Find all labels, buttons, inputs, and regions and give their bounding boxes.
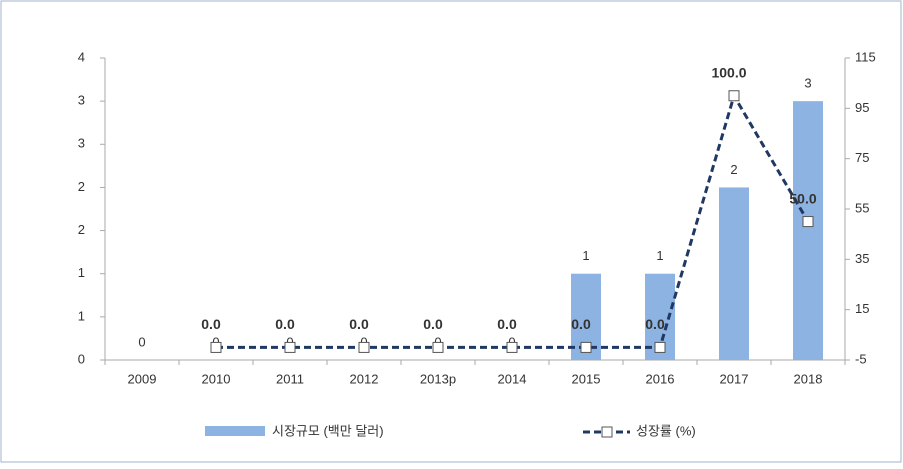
y-tick-label: 1 [78, 265, 85, 280]
legend-marker [601, 426, 613, 438]
line-marker [728, 90, 740, 102]
legend-label: 성장률 (%) [636, 423, 696, 438]
x-tick-label: 2012 [350, 371, 379, 386]
bar-label: 0 [138, 334, 145, 349]
y2-tick-label: 35 [855, 251, 869, 266]
line-label: 100.0 [711, 64, 746, 80]
line-marker [432, 341, 444, 353]
bar [719, 187, 749, 360]
x-tick-label: 2017 [720, 371, 749, 386]
y-tick-label: 3 [78, 136, 85, 151]
x-tick-label: 2018 [794, 371, 823, 386]
y2-tick-label: -5 [855, 351, 867, 366]
bar-label: 1 [582, 248, 589, 263]
line-label: 0.0 [645, 316, 665, 332]
x-tick-label: 2013p [420, 371, 456, 386]
bar-label: 3 [804, 76, 811, 91]
line-marker [580, 341, 592, 353]
line-label: 50.0 [789, 190, 816, 206]
y-tick-label: 4 [78, 49, 85, 64]
y2-tick-label: 115 [855, 49, 876, 64]
x-tick-label: 2010 [202, 371, 231, 386]
x-tick-label: 2009 [128, 371, 157, 386]
x-tick-label: 2016 [646, 371, 675, 386]
bar [793, 101, 823, 361]
y2-tick-label: 95 [855, 100, 869, 115]
legend-label: 시장규모 (백만 달러) [272, 423, 384, 438]
y2-tick-label: 15 [855, 301, 869, 316]
y2-tick-label: 75 [855, 150, 869, 165]
y-tick-label: 2 [78, 179, 85, 194]
y2-tick-label: 55 [855, 200, 869, 215]
line-label: 0.0 [201, 316, 221, 332]
line-marker [284, 341, 296, 353]
line-label: 0.0 [423, 316, 443, 332]
line-marker [358, 341, 370, 353]
y-tick-label: 1 [78, 308, 85, 323]
line-marker [654, 341, 666, 353]
y-tick-label: 0 [78, 351, 85, 366]
y-tick-label: 2 [78, 222, 85, 237]
line-marker [802, 216, 814, 228]
line-label: 0.0 [497, 316, 517, 332]
line-marker [506, 341, 518, 353]
x-tick-label: 2011 [276, 371, 304, 386]
line-label: 0.0 [349, 316, 369, 332]
legend-swatch [205, 426, 265, 436]
x-tick-label: 2015 [572, 371, 601, 386]
bar-label: 2 [730, 162, 737, 177]
line-label: 0.0 [275, 316, 295, 332]
y-tick-label: 3 [78, 93, 85, 108]
line-marker [210, 341, 222, 353]
x-tick-label: 2014 [498, 371, 527, 386]
bar-label: 1 [656, 248, 663, 263]
line [216, 92, 810, 349]
line-label: 0.0 [571, 316, 591, 332]
